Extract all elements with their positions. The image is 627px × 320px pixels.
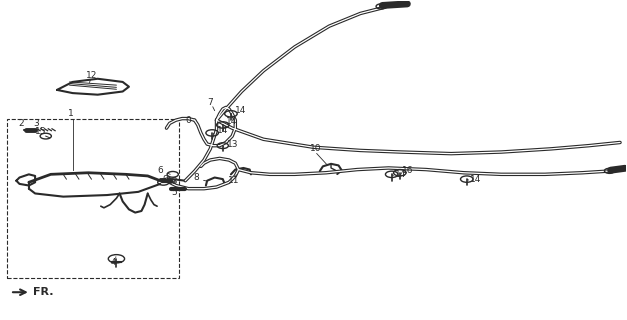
Text: 9: 9: [162, 175, 168, 184]
Text: 13: 13: [167, 177, 179, 186]
Text: 16: 16: [402, 166, 413, 175]
FancyBboxPatch shape: [7, 119, 179, 278]
Text: 6: 6: [157, 166, 163, 175]
Text: 1: 1: [68, 109, 74, 118]
Text: 14: 14: [470, 175, 482, 184]
Text: 5: 5: [171, 188, 177, 197]
Text: FR.: FR.: [33, 287, 54, 297]
Text: 7: 7: [207, 98, 213, 107]
Text: 11: 11: [228, 176, 240, 185]
Text: 14: 14: [234, 106, 246, 115]
Text: 10: 10: [310, 144, 321, 153]
Text: 14: 14: [395, 170, 406, 179]
Text: 8: 8: [193, 173, 199, 182]
Text: 12: 12: [87, 71, 98, 80]
Text: 0: 0: [185, 116, 191, 125]
Text: 15: 15: [35, 127, 46, 136]
Text: 3: 3: [33, 119, 39, 128]
Text: 2: 2: [18, 119, 24, 128]
Text: 13: 13: [227, 140, 239, 148]
Text: 14: 14: [226, 117, 237, 126]
Text: 4: 4: [111, 258, 117, 267]
Text: 14: 14: [217, 126, 228, 135]
